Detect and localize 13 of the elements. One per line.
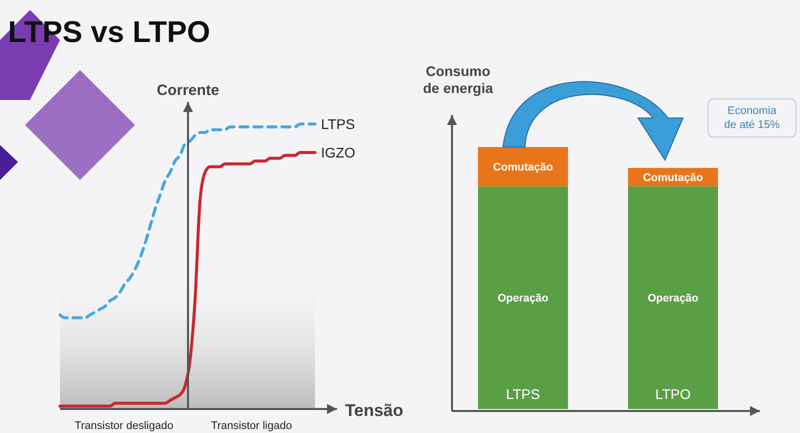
series-label: LTPS [321, 116, 355, 132]
series-label: Comutação [643, 172, 704, 184]
text: Transistor ligado [211, 420, 292, 432]
x-tick-label: LTPO [655, 386, 691, 402]
x-axis-title: Tensão [345, 401, 404, 420]
series-label: IGZO [321, 144, 356, 160]
y-axis-title: Consumo de energia [422, 63, 494, 96]
text: Comutação [493, 162, 553, 174]
text: Economia de até 15% [724, 105, 780, 131]
y-axis-title: Corrente [156, 82, 220, 99]
text: Operação [648, 292, 698, 305]
text: Transistor desligado [74, 420, 174, 432]
series-label: Operação [498, 292, 549, 305]
